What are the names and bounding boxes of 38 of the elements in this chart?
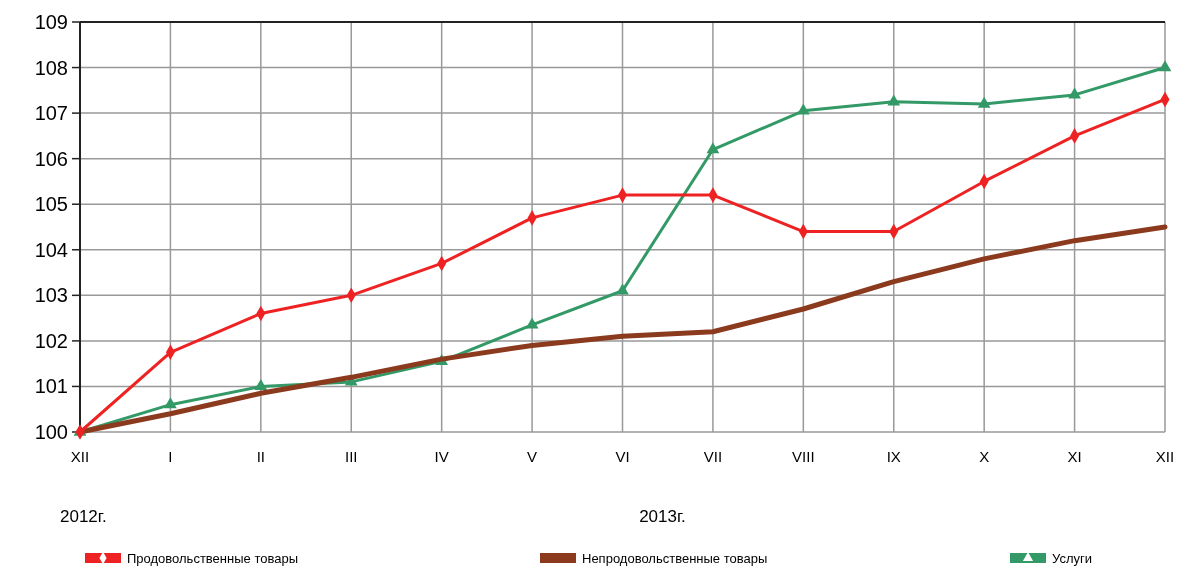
- point: [254, 379, 268, 391]
- x-tick-label: I: [168, 448, 173, 465]
- point: [887, 94, 901, 106]
- x-tick-label: III: [344, 448, 358, 465]
- point: [525, 317, 539, 329]
- x-tick-label: VI: [615, 448, 630, 465]
- y-tick-label: 104: [34, 238, 68, 261]
- point: [706, 142, 720, 154]
- text: 2012г.: [60, 507, 107, 526]
- x-tick-label: II: [256, 448, 266, 465]
- point: [796, 103, 810, 115]
- x-tick-label: XI: [1067, 448, 1082, 465]
- point: [977, 96, 991, 108]
- legend-label: Продовольственные товары: [127, 550, 298, 566]
- point: [1068, 87, 1081, 99]
- y-tick-label: 100: [34, 421, 68, 443]
- point: [616, 283, 629, 295]
- y-tick-label: 109: [34, 11, 68, 33]
- legend-label: Непродовольственные товары: [582, 550, 768, 566]
- y-tick-label: 108: [34, 56, 68, 79]
- x-tick-label: VIII: [792, 448, 815, 465]
- x-tick-label: VII: [703, 448, 723, 465]
- y-tick-label: 106: [34, 147, 68, 170]
- y-tick-label: 103: [34, 284, 68, 307]
- x-tick-label: IV: [434, 448, 449, 465]
- x-tick-label: X: [979, 448, 990, 465]
- y-tick-label: 102: [34, 329, 68, 352]
- text: 2013г.: [639, 507, 686, 526]
- x-tick-label: IX: [886, 448, 901, 465]
- x-tick-label: XII: [70, 448, 90, 465]
- y-tick-label: 105: [34, 193, 68, 216]
- point: [1158, 60, 1172, 72]
- point: [164, 397, 177, 409]
- y-tick-label: 101: [34, 375, 68, 398]
- x-tick-label: XII: [1155, 448, 1175, 465]
- x-tick-label: V: [527, 448, 538, 465]
- legend-label: Услуги: [1052, 550, 1092, 566]
- y-tick-label: 107: [34, 102, 68, 125]
